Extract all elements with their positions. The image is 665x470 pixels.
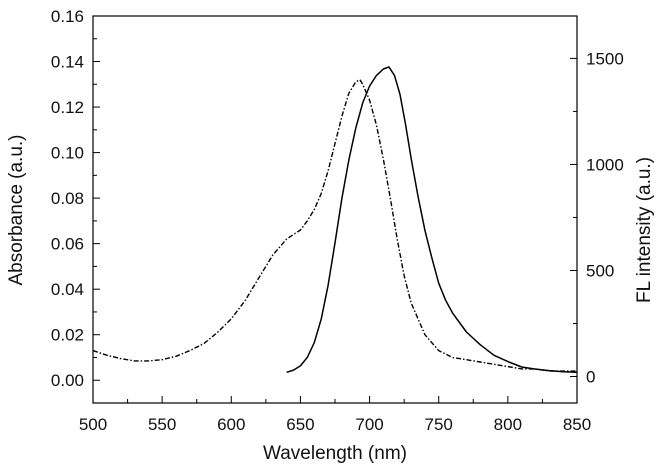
x-tick-label: 500 [79,415,107,434]
series-layer [93,67,577,372]
y-right-tick-label: 0 [586,367,595,386]
x-tick-label: 800 [494,415,522,434]
fl-intensity-series-line [287,67,577,372]
y-right-tick-label: 1000 [586,155,624,174]
y-left-tick-label: 0.16 [51,7,84,26]
y-left-tick-label: 0.14 [51,53,84,72]
y-left-tick-label: 0.08 [51,189,84,208]
y-right-tick-label: 500 [586,261,614,280]
x-tick-label: 650 [286,415,314,434]
y-left-tick-label: 0.00 [51,371,84,390]
y-left-tick-label: 0.04 [51,280,84,299]
x-tick-label: 850 [563,415,591,434]
y-right-tick-label: 1500 [586,49,624,68]
y-axis-left-title: Absorbance (a.u.) [6,134,27,285]
absorbance-series-line [93,80,577,371]
x-tick-label: 550 [148,415,176,434]
plot-frame [93,16,577,403]
y-left-tick-label: 0.12 [51,98,84,117]
x-tick-label: 700 [355,415,383,434]
y-left-tick-label: 0.10 [51,144,84,163]
y-left-tick-label: 0.02 [51,326,84,345]
x-tick-label: 750 [425,415,453,434]
x-tick-label: 600 [217,415,245,434]
y-left-tick-label: 0.06 [51,235,84,254]
y-axis-right-title: FL intensity (a.u.) [634,157,655,303]
x-axis-title: Wavelength (nm) [263,443,407,464]
